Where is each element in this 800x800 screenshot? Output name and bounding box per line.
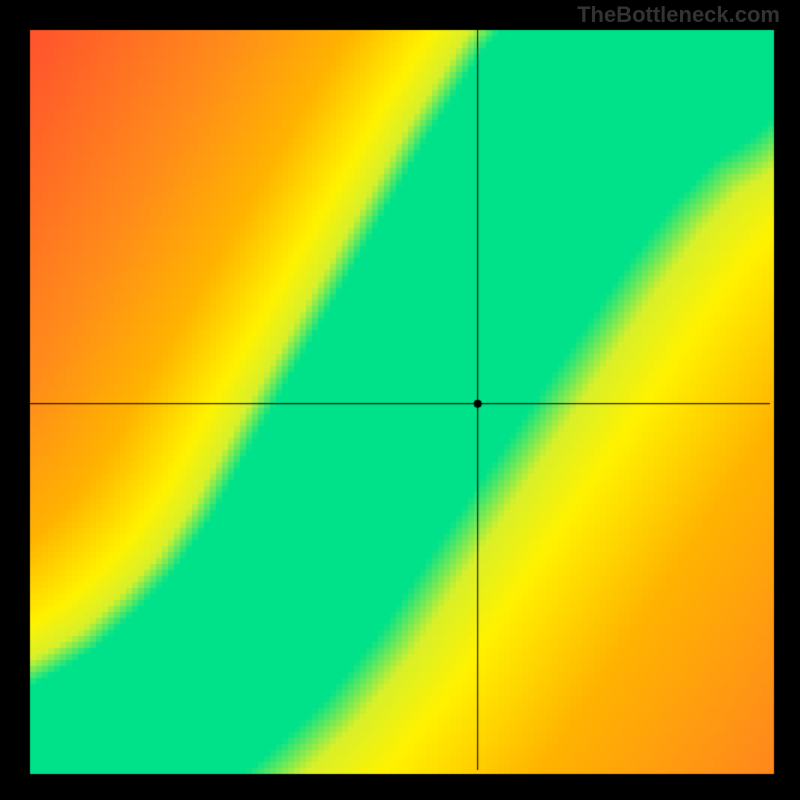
bottleneck-heatmap	[0, 0, 800, 800]
chart-container: TheBottleneck.com	[0, 0, 800, 800]
watermark-text: TheBottleneck.com	[577, 2, 780, 28]
